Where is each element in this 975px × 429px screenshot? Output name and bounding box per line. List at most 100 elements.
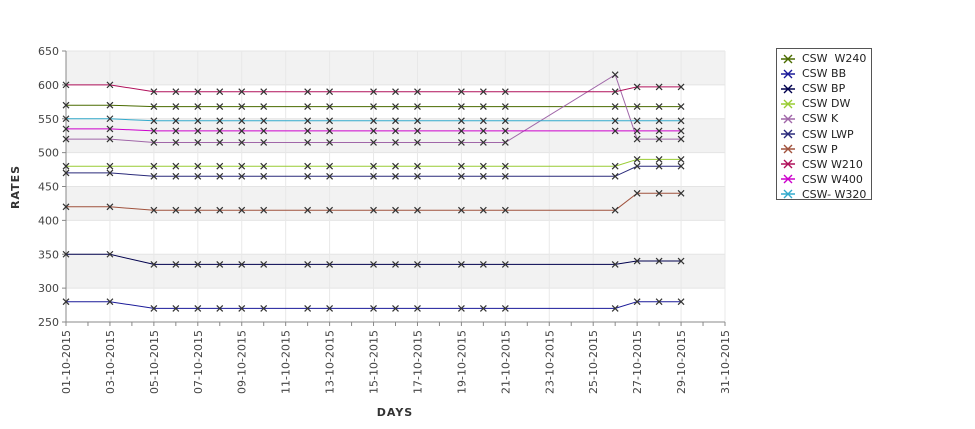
data-point bbox=[194, 139, 202, 146]
data-point bbox=[194, 206, 202, 214]
data-point bbox=[172, 260, 180, 268]
y-tick-label: 250 bbox=[38, 316, 59, 329]
data-point bbox=[238, 88, 246, 96]
series-group bbox=[62, 101, 685, 110]
data-point bbox=[238, 117, 246, 125]
data-point bbox=[326, 260, 334, 268]
data-point bbox=[194, 103, 202, 110]
data-point bbox=[304, 88, 312, 96]
y-tick-label: 300 bbox=[38, 282, 59, 295]
data-point bbox=[479, 103, 487, 110]
data-point bbox=[304, 127, 312, 135]
legend-label: CSW W400 bbox=[802, 172, 863, 186]
x-tick-label: 03-10-2015 bbox=[104, 330, 117, 394]
data-point bbox=[260, 305, 268, 312]
data-point bbox=[62, 135, 70, 143]
data-point bbox=[457, 139, 465, 146]
data-point bbox=[194, 117, 202, 125]
x-tick-label: 27-10-2015 bbox=[631, 330, 644, 394]
data-point bbox=[106, 250, 114, 258]
data-point bbox=[479, 139, 487, 146]
data-point bbox=[304, 260, 312, 268]
data-point bbox=[326, 172, 334, 180]
x-tick-label: 17-10-2015 bbox=[411, 330, 424, 394]
data-point bbox=[260, 103, 268, 110]
data-point bbox=[501, 117, 509, 125]
data-point bbox=[106, 125, 114, 133]
x-tick-label: 23-10-2015 bbox=[543, 330, 556, 394]
data-point bbox=[150, 103, 158, 110]
data-point bbox=[326, 88, 334, 96]
data-point bbox=[62, 162, 70, 170]
data-point bbox=[238, 206, 246, 214]
data-point bbox=[106, 81, 114, 89]
data-point bbox=[392, 139, 399, 146]
data-point bbox=[633, 127, 641, 135]
data-point bbox=[392, 206, 399, 214]
data-point bbox=[216, 172, 224, 180]
data-point bbox=[655, 298, 663, 306]
data-point bbox=[479, 206, 487, 214]
data-point bbox=[216, 305, 224, 312]
data-point bbox=[326, 103, 334, 110]
legend-item: CSW LWP bbox=[781, 126, 871, 141]
data-point bbox=[479, 260, 487, 268]
data-point bbox=[62, 115, 70, 123]
x-tick-label: 15-10-2015 bbox=[368, 330, 381, 394]
data-point bbox=[260, 260, 268, 268]
data-point bbox=[414, 162, 421, 170]
legend-item: CSW DW bbox=[781, 96, 871, 111]
data-point bbox=[260, 139, 268, 146]
data-point bbox=[457, 260, 465, 268]
data-point bbox=[677, 83, 685, 91]
series-line bbox=[66, 158, 682, 167]
data-point bbox=[62, 203, 70, 211]
data-point bbox=[326, 139, 334, 146]
data-point bbox=[150, 206, 158, 214]
data-point bbox=[392, 162, 399, 170]
legend-marker-icon bbox=[781, 98, 795, 110]
data-point bbox=[326, 117, 334, 125]
legend-marker-icon bbox=[781, 83, 795, 95]
legend-label: CSW DW bbox=[802, 97, 851, 111]
data-point bbox=[392, 117, 399, 125]
data-point bbox=[611, 71, 619, 79]
data-point bbox=[611, 162, 619, 170]
data-point bbox=[501, 162, 509, 170]
series-group bbox=[62, 250, 685, 268]
data-point bbox=[611, 206, 619, 214]
series-line bbox=[66, 165, 682, 177]
data-point bbox=[611, 103, 619, 110]
legend-item: CSW W400 bbox=[781, 172, 871, 187]
legend-item: CSW BP bbox=[781, 81, 871, 96]
data-point bbox=[633, 298, 641, 306]
data-point bbox=[238, 103, 246, 110]
data-point bbox=[677, 189, 685, 197]
data-point bbox=[326, 206, 334, 214]
data-point bbox=[216, 127, 224, 135]
y-tick-label: 650 bbox=[38, 45, 59, 58]
series-group bbox=[62, 162, 685, 180]
data-point bbox=[62, 125, 70, 133]
data-point bbox=[150, 117, 158, 125]
data-point bbox=[216, 260, 224, 268]
y-tick-label: 500 bbox=[38, 147, 59, 160]
x-axis-label: DAYS bbox=[377, 406, 413, 419]
data-point bbox=[216, 117, 224, 125]
data-point bbox=[655, 83, 663, 91]
legend-marker-icon bbox=[781, 128, 795, 140]
series-line bbox=[66, 73, 682, 143]
series-line bbox=[66, 253, 682, 265]
data-point bbox=[457, 127, 465, 135]
legend-label: CSW P bbox=[802, 142, 838, 156]
data-point bbox=[370, 139, 377, 146]
data-point bbox=[304, 206, 312, 214]
data-point bbox=[611, 260, 619, 268]
data-point bbox=[611, 127, 619, 135]
data-point bbox=[304, 103, 312, 110]
data-point bbox=[414, 260, 421, 268]
series-line bbox=[66, 118, 682, 122]
data-point bbox=[479, 117, 487, 125]
data-point bbox=[106, 101, 114, 109]
legend-marker-icon bbox=[781, 143, 795, 155]
